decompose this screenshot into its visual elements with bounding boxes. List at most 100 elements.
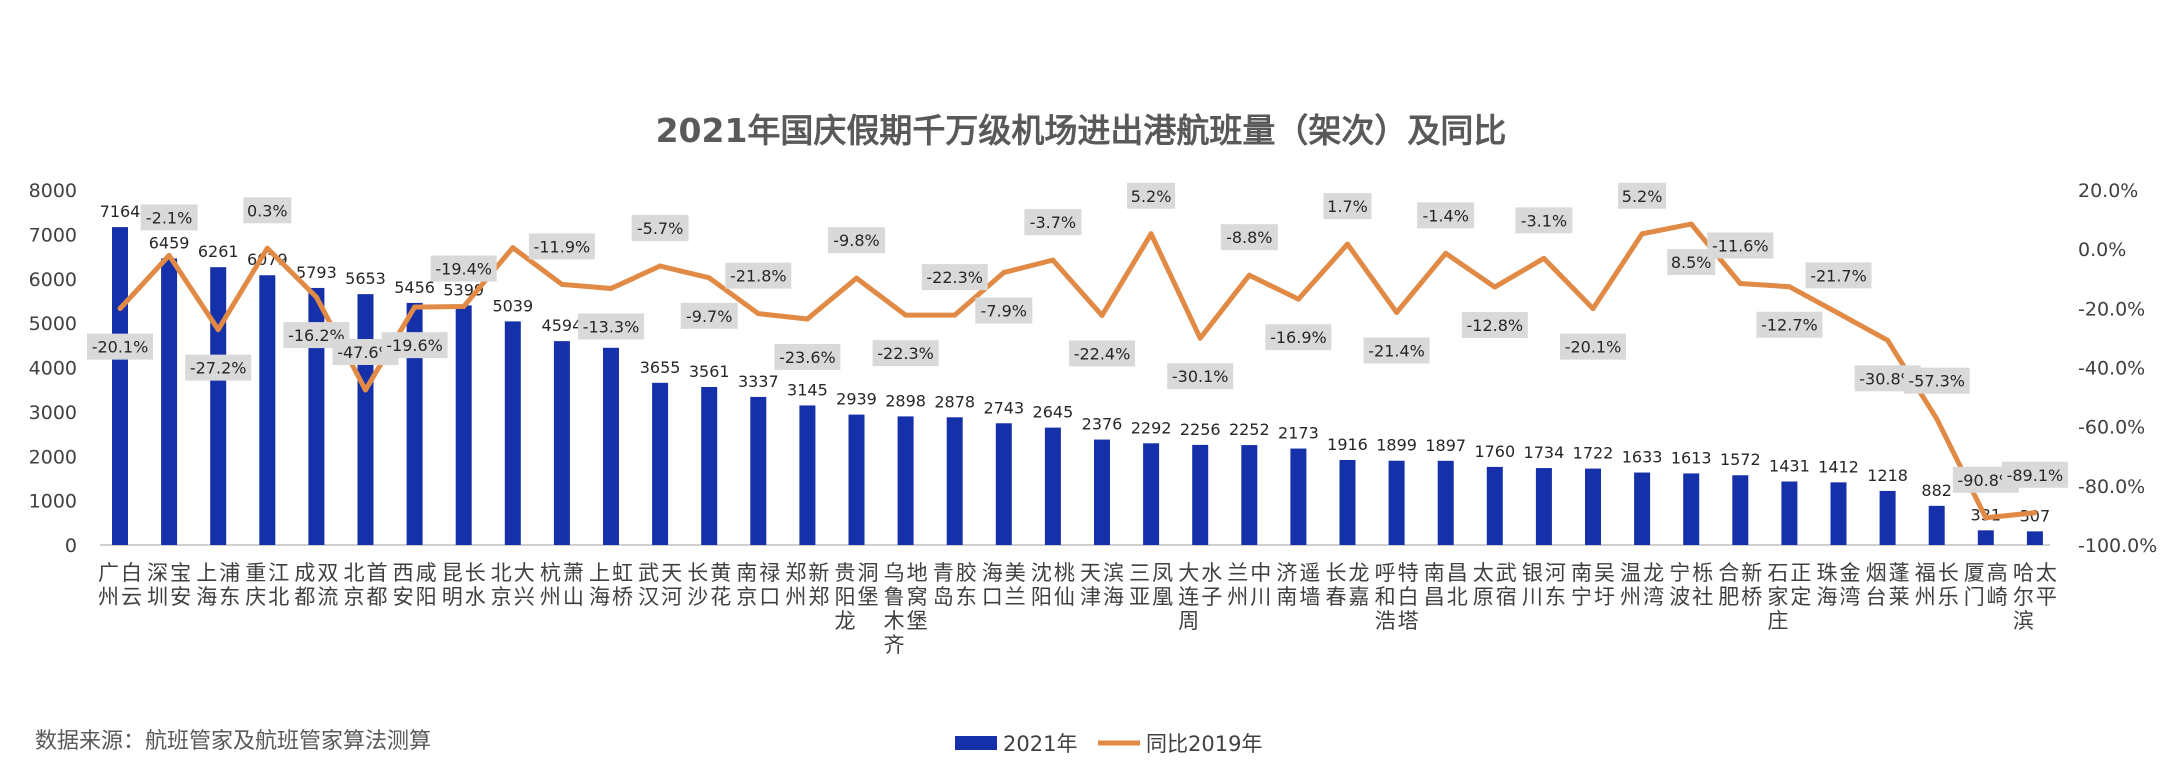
x-tick-label: 哈尔滨太平 — [2013, 561, 2057, 633]
x-tick-label: 厦门高崎 — [1964, 561, 2008, 609]
line-value-label: -57.3% — [1908, 372, 1965, 391]
bar-value-label: 3655 — [640, 358, 681, 377]
x-tick-label: 海口美兰 — [982, 561, 1026, 609]
x-tick-label: 杭州萧山 — [540, 561, 584, 609]
bar-value-label: 5653 — [345, 269, 386, 288]
bar — [1781, 481, 1798, 545]
line-point — [1541, 255, 1547, 261]
line-point — [1786, 284, 1792, 290]
line-value-label: -20.1% — [1565, 338, 1622, 357]
line-label-box — [921, 264, 988, 291]
line-label-box — [774, 343, 841, 370]
bar-value-label: 2743 — [983, 398, 1024, 417]
bar — [1634, 472, 1651, 545]
line-point — [117, 306, 123, 312]
bar-value-label: 2256 — [1180, 420, 1221, 439]
line-point — [1443, 250, 1449, 256]
line-point — [1345, 241, 1350, 247]
x-tick-label: 呼和浩特白塔 — [1375, 561, 1419, 633]
bar — [1143, 443, 1160, 545]
line-label-box — [578, 313, 644, 340]
x-tick-label: 长沙黄花 — [687, 561, 731, 609]
line-label-box — [140, 204, 198, 231]
x-tick-label: 郑州新郑 — [785, 561, 829, 609]
bar — [946, 417, 963, 545]
x-tick-label: 南昌昌北 — [1424, 561, 1468, 609]
line-value-label: -47.6% — [337, 343, 394, 362]
bar — [1388, 460, 1405, 545]
x-tick-label: 珠海金湾 — [1817, 561, 1861, 609]
line-label-box — [1618, 182, 1667, 209]
line-value-label: -9.7% — [686, 307, 732, 326]
line-label-box — [680, 302, 738, 329]
line-label-box — [1805, 262, 1872, 289]
source-note: 数据来源：航班管家及航班管家算法测算 — [35, 729, 431, 754]
y-left-tick-label: 1000 — [29, 491, 77, 513]
line-point — [755, 311, 761, 317]
line-point — [1001, 270, 1007, 276]
bar — [357, 294, 374, 545]
bar-value-label: 1218 — [1867, 466, 1908, 485]
line-point — [1737, 280, 1743, 286]
x-tick-label: 合肥新桥 — [1718, 561, 1762, 609]
x-tick-label: 西安咸阳 — [393, 561, 437, 609]
line-value-label: -9.8% — [833, 231, 879, 250]
line-label-box — [1707, 232, 1774, 259]
y-right-tick-label: -60.0% — [2078, 417, 2145, 439]
x-tick-label: 成都双流 — [294, 561, 338, 609]
x-tick-label: 烟台蓬莱 — [1866, 561, 1910, 609]
line-label-box — [430, 255, 497, 282]
line-value-label: 1.7% — [1327, 197, 1368, 216]
line-label-box — [975, 297, 1033, 324]
x-tick-label: 福州长乐 — [1915, 561, 1959, 609]
line-value-label: -90.8% — [1957, 471, 2014, 490]
line-value-label: 5.2% — [1622, 187, 1663, 206]
legend-line-label: 同比2019年 — [1146, 732, 1262, 756]
line-point — [215, 327, 221, 333]
line-label-box — [1323, 193, 1372, 220]
bar — [1486, 466, 1503, 545]
line-label-box — [1560, 333, 1626, 360]
y-right-tick-label: -40.0% — [2078, 358, 2145, 380]
line-point — [166, 252, 172, 258]
line-value-label: -13.3% — [583, 318, 640, 337]
bar-value-label: 2292 — [1131, 418, 1172, 437]
x-tick-label: 南京禄口 — [736, 561, 780, 609]
line-point — [510, 245, 516, 251]
line-point — [363, 387, 368, 393]
line-point — [1983, 515, 1989, 521]
bar-value-label: 1760 — [1474, 442, 1515, 461]
y-right-tick-label: -100.0% — [2078, 535, 2157, 557]
line-value-label: -30.1% — [1172, 367, 1229, 386]
y-axis-right: -100.0% -80.0% -60.0% -40.0% -20.0% 0.0% 20.0% — [2078, 180, 2157, 557]
x-tick-label: 长春龙嘉 — [1326, 561, 1370, 609]
bar — [2026, 531, 2043, 545]
x-tick-label: 大连周水子 — [1178, 561, 1222, 633]
x-tick-label: 广州白云 — [98, 561, 142, 609]
y-left-tick-label: 8000 — [29, 180, 77, 202]
x-tick-label: 深圳宝安 — [147, 561, 191, 609]
bar-series — [100, 227, 2050, 546]
bar-value-label: 1633 — [1622, 448, 1663, 467]
x-tick-label: 北京首都 — [344, 561, 388, 609]
line-value-label: -11.6% — [1712, 236, 1769, 255]
bar — [1437, 460, 1454, 545]
y-axis-left: 0 1000 2000 3000 4000 5000 6000 7000 8000 — [29, 180, 77, 557]
line-point — [1639, 231, 1645, 237]
line-value-label: -2.1% — [146, 208, 192, 227]
bar — [455, 305, 472, 545]
y-right-tick-label: 0.0% — [2078, 239, 2126, 261]
y-left-tick-label: 2000 — [29, 446, 77, 468]
line-value-label: -3.1% — [1521, 211, 1567, 230]
bar-value-label: 5039 — [492, 296, 533, 315]
line-value-label: -19.6% — [386, 336, 443, 355]
line-point — [1836, 310, 1841, 316]
bar-value-label: 2645 — [1033, 403, 1074, 422]
bar — [1683, 473, 1700, 545]
legend: 2021年 同比2019年 — [955, 732, 1262, 756]
y-right-tick-label: -80.0% — [2078, 476, 2145, 498]
bar — [652, 382, 669, 545]
x-tick-label: 上海虹桥 — [589, 561, 633, 609]
y-left-tick-label: 6000 — [29, 269, 77, 291]
bar — [406, 302, 423, 545]
